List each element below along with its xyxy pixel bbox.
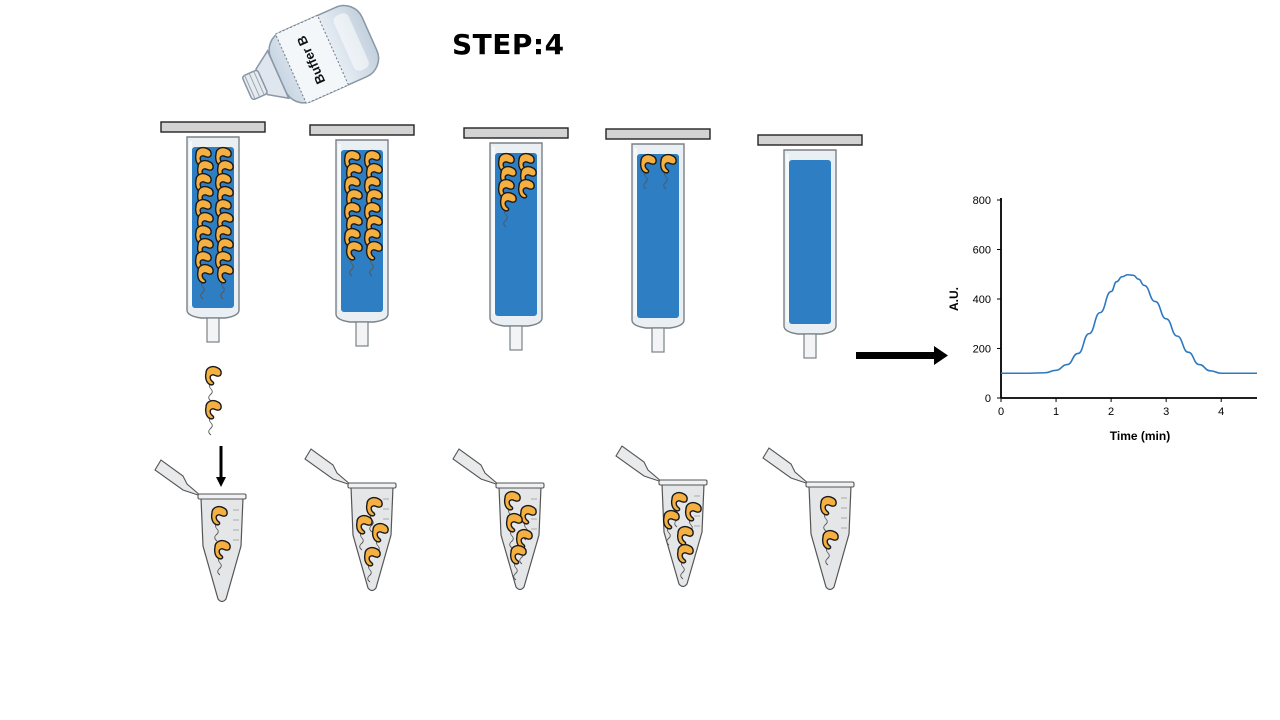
- tube-icon: [154, 459, 247, 603]
- chart-tick-labels: 0 1 2 3 4 0 200 400 600 800: [973, 195, 1225, 418]
- particle-icon: [204, 365, 222, 402]
- chart-xlabel: Time (min): [1110, 429, 1170, 443]
- particle-icon: [517, 178, 535, 199]
- collection-tubes: [154, 445, 855, 603]
- chart-y-tick-label: 200: [973, 344, 991, 356]
- particle-icon: [365, 240, 383, 277]
- column-icon: [463, 127, 569, 351]
- particle-icon: [819, 495, 837, 532]
- chart-axes: [997, 198, 1257, 402]
- tube-icon: [615, 445, 708, 588]
- column-icon: [605, 128, 711, 353]
- column-cap: [463, 127, 569, 139]
- particle-icon: [345, 240, 363, 277]
- particle-icon: [509, 544, 527, 581]
- resin-bed: [789, 160, 831, 324]
- tube-icon: [452, 448, 545, 591]
- column-icon: [160, 121, 266, 343]
- chromatogram-chart: 0 1 2 3 4 0 200 400 600 800 Time (min) A.U.: [947, 195, 1257, 443]
- particle-icon: [365, 496, 383, 533]
- particle-icon: [213, 539, 231, 576]
- particle-icon: [639, 153, 657, 190]
- tube-icon: [762, 447, 855, 591]
- arrow-icon: [856, 346, 948, 365]
- particle-icon: [355, 514, 373, 551]
- particle-icon: [505, 512, 523, 549]
- particle-icon: [676, 543, 694, 580]
- particle-icon: [204, 399, 222, 436]
- column-cap: [160, 121, 266, 133]
- column-icon: [757, 134, 863, 359]
- chart-x-tick-label: 1: [1053, 406, 1059, 418]
- chart-x-tick-label: 4: [1218, 406, 1224, 418]
- chromatogram-line: [1001, 273, 1257, 375]
- particle-icon: [659, 153, 677, 190]
- column-cap: [757, 134, 863, 146]
- chart-y-tick-label: 400: [973, 294, 991, 306]
- particle-icon: [821, 529, 839, 566]
- particle-icon: [363, 546, 381, 583]
- column-icon: [309, 124, 415, 347]
- down-arrow: [216, 446, 226, 487]
- chart-y-tick-label: 0: [985, 393, 991, 405]
- resin-bed: [637, 154, 679, 318]
- column-cap: [605, 128, 711, 140]
- particle-icon: [662, 509, 680, 546]
- chromatography-columns: [160, 121, 863, 436]
- column-cap: [309, 124, 415, 136]
- chart-y-tick-label: 800: [973, 195, 991, 207]
- buffer-bottle: Buffer B: [242, 4, 380, 105]
- particle-icon: [499, 191, 517, 228]
- chart-x-tick-label: 3: [1163, 406, 1169, 418]
- chart-y-tick-label: 600: [973, 245, 991, 257]
- particle-icon: [196, 263, 214, 300]
- step-title: STEP:4: [452, 28, 565, 61]
- chart-x-tick-label: 2: [1108, 406, 1114, 418]
- tube-icon: [304, 448, 397, 592]
- bottle-icon: [242, 4, 380, 105]
- chart-ylabel: A.U.: [947, 287, 961, 311]
- particle-icon: [210, 505, 228, 542]
- particle-icon: [216, 263, 234, 300]
- chart-x-tick-label: 0: [998, 406, 1004, 418]
